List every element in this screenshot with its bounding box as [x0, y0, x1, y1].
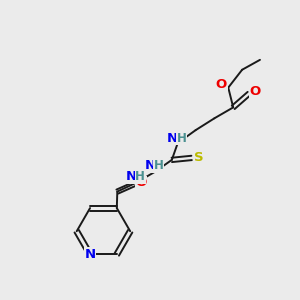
Text: H: H	[135, 170, 145, 183]
Text: N: N	[167, 132, 178, 145]
Text: N: N	[126, 170, 137, 183]
Text: N: N	[144, 159, 156, 172]
Text: N: N	[85, 248, 96, 261]
Text: H: H	[154, 159, 164, 172]
Text: S: S	[194, 152, 203, 164]
Text: O: O	[136, 176, 147, 189]
Text: O: O	[216, 78, 227, 91]
Text: H: H	[177, 132, 187, 145]
Text: O: O	[249, 85, 261, 98]
